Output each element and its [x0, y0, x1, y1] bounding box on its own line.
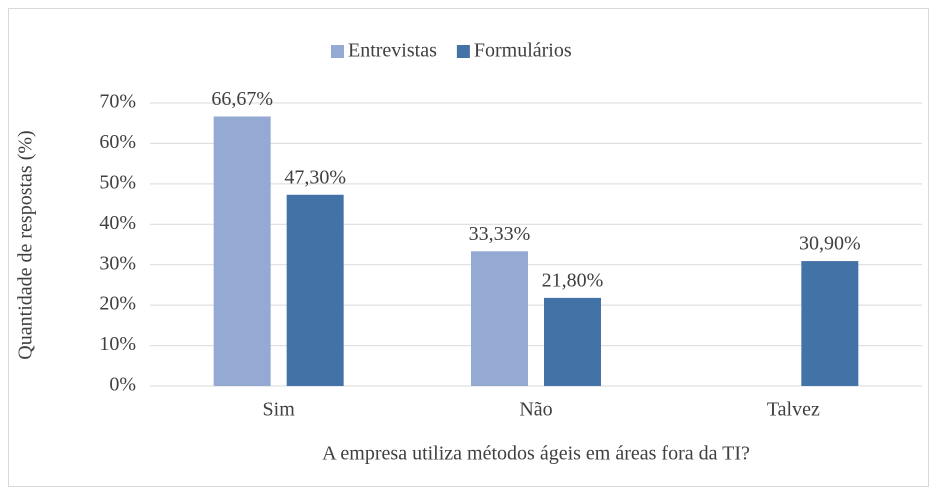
y-tick-label: 60% — [99, 131, 136, 153]
legend-label: Entrevistas — [348, 40, 437, 62]
y-tick-label: 40% — [99, 212, 136, 234]
y-tick-label: 0% — [109, 374, 136, 396]
y-tick-label: 70% — [99, 91, 136, 113]
data-label: 21,80% — [542, 269, 604, 291]
data-label: 47,30% — [284, 166, 346, 188]
bar — [471, 251, 528, 386]
data-label: 30,90% — [799, 233, 861, 255]
y-tick-label: 10% — [99, 333, 136, 355]
bar — [213, 116, 271, 387]
legend-swatch — [456, 45, 470, 58]
y-tick-label: 20% — [99, 293, 136, 315]
x-tick-label: Talvez — [767, 399, 820, 421]
data-label: 66,67% — [211, 88, 273, 110]
bar — [801, 261, 859, 386]
y-axis-title: Quantidade de respostas (%) — [15, 130, 37, 359]
y-tick-label: 30% — [99, 252, 136, 274]
x-tick-label: Não — [519, 399, 552, 421]
legend-label: Formulários — [474, 40, 572, 62]
data-label: 33,33% — [469, 223, 531, 245]
x-axis-title: A empresa utiliza métodos ágeis em áreas… — [322, 443, 750, 465]
legend-swatch — [331, 45, 344, 58]
bar — [544, 297, 601, 386]
x-tick-label: Sim — [263, 399, 296, 421]
y-tick-label: 50% — [99, 171, 136, 193]
bar — [286, 194, 344, 386]
chart-frame — [8, 8, 929, 487]
